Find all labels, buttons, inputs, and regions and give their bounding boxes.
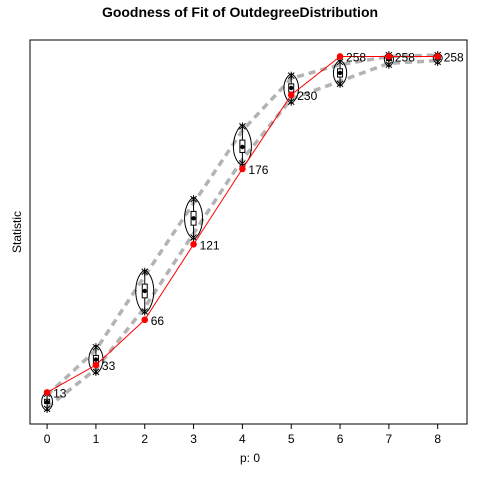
observed-value-label-3: 121 <box>200 238 220 252</box>
observed-point-7 <box>385 53 393 60</box>
observed-value-label-1: 33 <box>102 359 116 373</box>
simulated-violin-2 <box>135 267 155 316</box>
x-tick-label: 0 <box>44 432 51 446</box>
observed-value-label-2: 66 <box>151 314 165 328</box>
y-axis-label: Statistic <box>10 211 24 253</box>
outlier-star-low <box>92 367 100 376</box>
observed-point-2 <box>141 316 149 324</box>
simulated-violin-3 <box>184 195 204 242</box>
outlier-star-low <box>190 233 197 242</box>
x-tick-label: 7 <box>386 432 393 446</box>
violin-median <box>240 144 245 150</box>
observed-point-1 <box>92 361 100 369</box>
outlier-star-low <box>141 307 149 316</box>
x-tick-label: 6 <box>337 432 344 446</box>
observed-value-label-7: 258 <box>395 50 415 64</box>
observed-value-label-0: 13 <box>53 386 67 400</box>
observed-value-label-5: 230 <box>297 89 317 103</box>
observed-point-3 <box>190 241 197 248</box>
outlier-star-low <box>385 60 393 69</box>
observed-value-label-4: 176 <box>248 163 268 177</box>
observed-point-0 <box>43 389 51 396</box>
observed-point-6 <box>336 53 344 60</box>
x-axis-label: p: 0 <box>240 451 260 465</box>
observed-point-8 <box>434 53 442 60</box>
violin-median <box>44 399 50 405</box>
x-tick-label: 1 <box>93 432 100 446</box>
x-tick-label: 3 <box>190 432 197 446</box>
plot-frame <box>29 39 468 425</box>
outlier-star-high <box>287 71 295 80</box>
x-tick-label: 8 <box>434 432 441 446</box>
violin-median <box>289 85 294 91</box>
outlier-star-low <box>336 79 344 88</box>
outlier-star-high <box>239 122 246 131</box>
plot-area: 0 1 2 3 4 5 6 7 8 13 33 66 121 176 230 258 258 258 <box>29 39 468 446</box>
violin-median <box>191 216 196 221</box>
outlier-star-low <box>43 404 51 413</box>
observed-value-label-8: 258 <box>444 50 464 64</box>
observed-value-label-6: 258 <box>346 50 366 64</box>
chart-title: Goodness of Fit of OutdegreeDistribution <box>102 4 378 20</box>
violin-median <box>142 288 147 294</box>
simulated-violin-4 <box>232 122 252 168</box>
outlier-star-high <box>92 343 100 352</box>
violin-median <box>93 357 99 362</box>
outlier-star-high <box>141 267 149 276</box>
x-tick-label: 5 <box>288 432 295 446</box>
violin-median <box>337 70 343 76</box>
x-tick-label: 4 <box>239 432 246 446</box>
outlier-star-low <box>287 97 295 106</box>
simulated-violin-6 <box>332 57 348 88</box>
x-tick-label: 2 <box>141 432 148 446</box>
observed-point-5 <box>287 91 295 99</box>
observed-point-4 <box>239 165 246 173</box>
outlier-star-high <box>190 195 197 204</box>
